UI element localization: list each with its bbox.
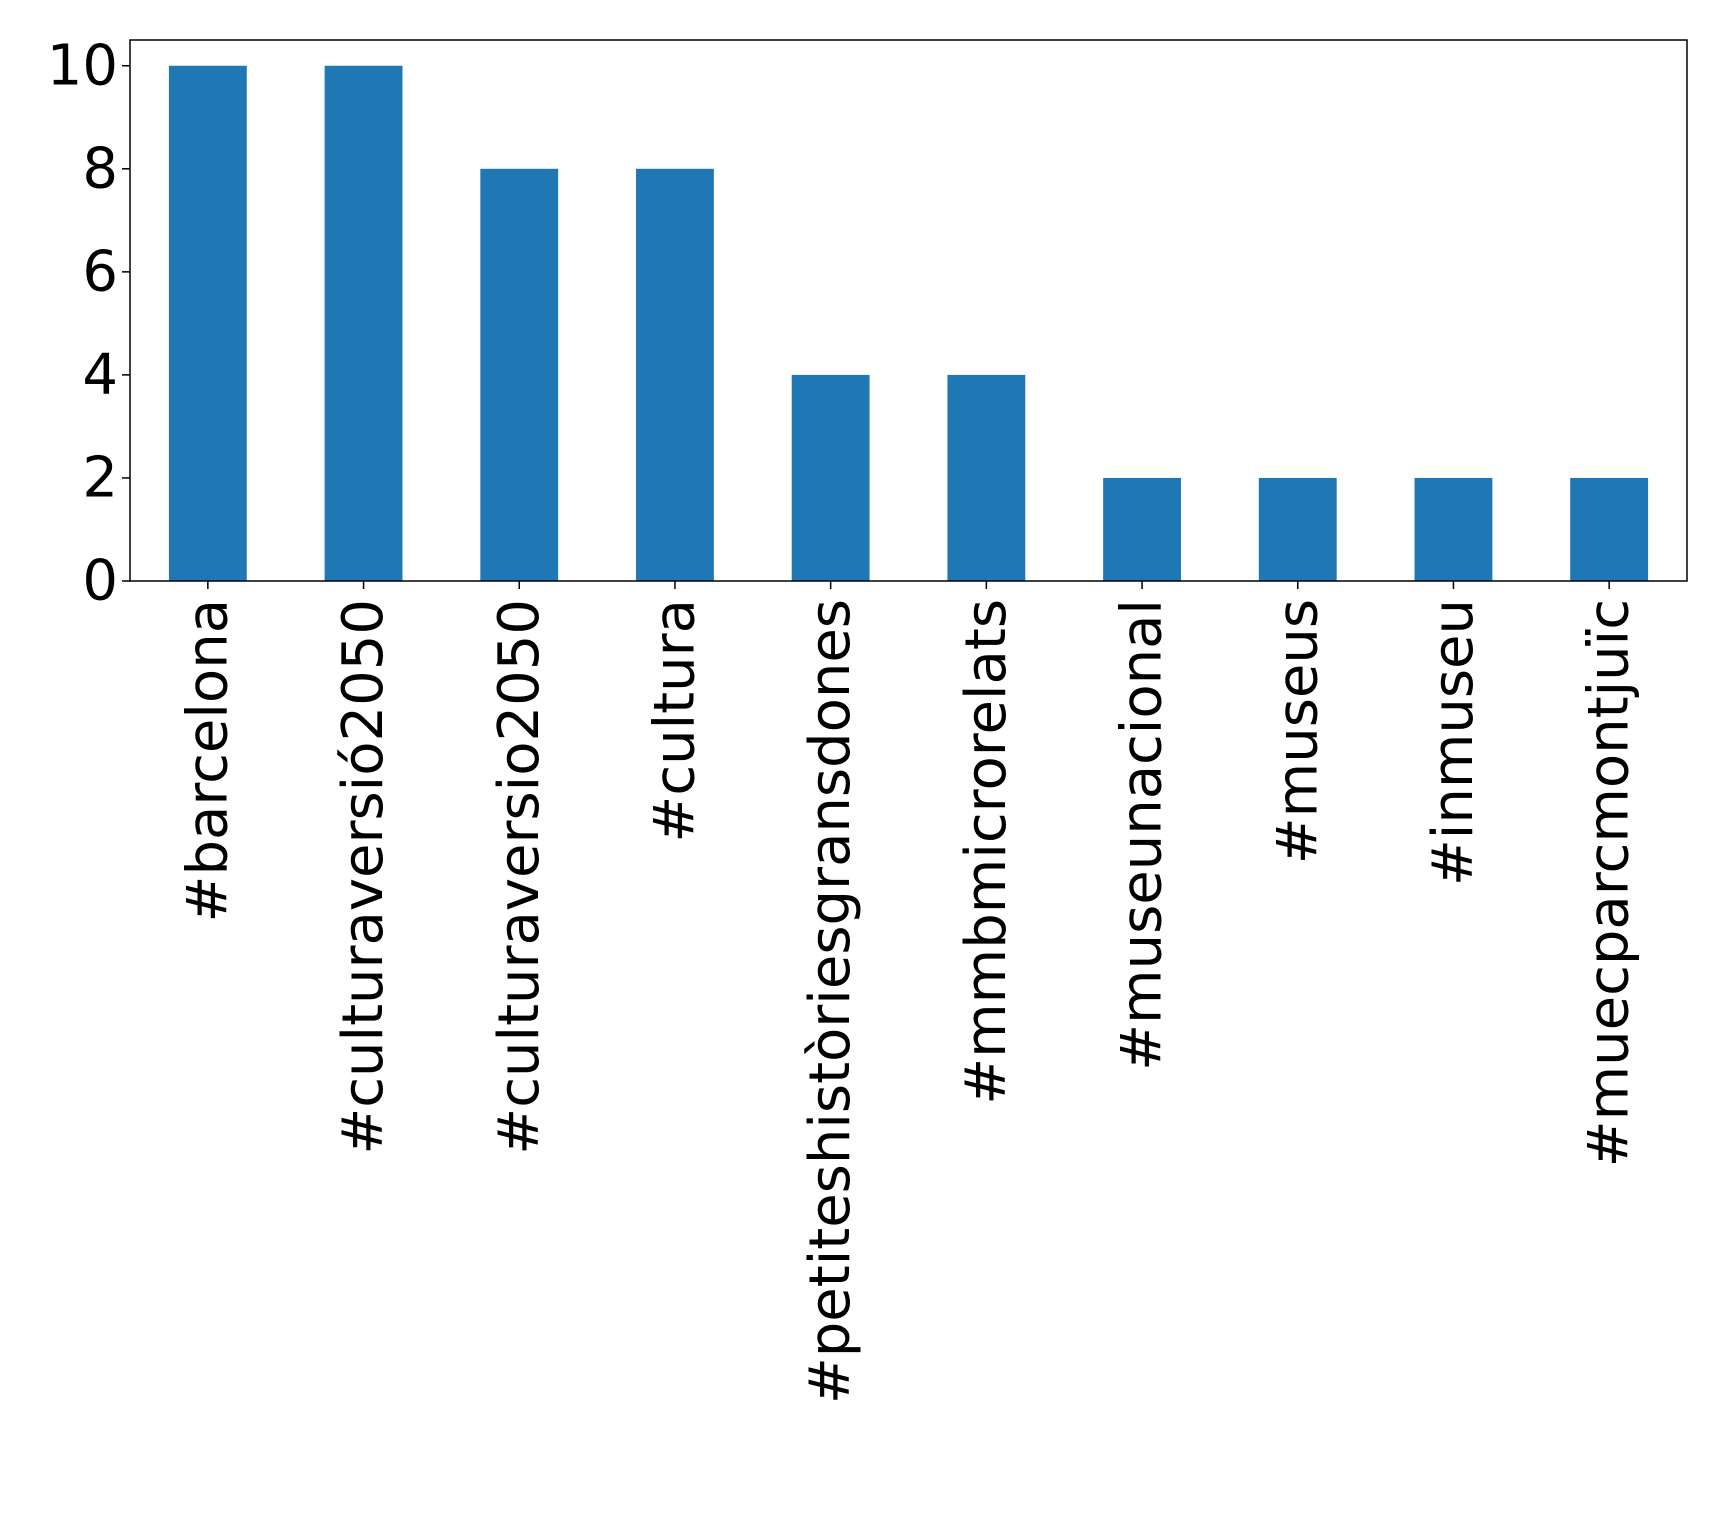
bar-10 <box>1570 477 1649 581</box>
y-tick-label-6: 10 <box>47 33 118 98</box>
bar-7 <box>1103 477 1181 581</box>
x-tick-label-4: #cultura <box>642 599 707 843</box>
bar-2 <box>324 65 403 581</box>
x-tick-label-6: #mmbmicrorelats <box>954 599 1019 1105</box>
x-tick-label-3: #culturaversio2050 <box>487 599 552 1155</box>
y-axis: 0 2 4 6 8 10 <box>47 33 130 614</box>
y-tick-label-5: 8 <box>82 136 118 201</box>
bar-9 <box>1414 477 1493 581</box>
x-axis: #barcelona #culturaversió2050 #culturavers… <box>175 581 1642 1404</box>
x-tick-label-1: #barcelona <box>175 599 240 922</box>
bar-1 <box>168 65 247 581</box>
bar-4 <box>636 168 714 582</box>
bar-5 <box>791 374 870 581</box>
y-tick-label-3: 4 <box>82 342 118 407</box>
bar-6 <box>947 374 1026 581</box>
bars-layer <box>168 65 1649 582</box>
x-tick-label-9: #inmuseu <box>1421 599 1486 886</box>
y-tick-label-4: 6 <box>82 239 118 304</box>
x-tick-label-2: #culturaversió2050 <box>331 599 396 1155</box>
x-tick-label-8: #museus <box>1265 599 1330 864</box>
y-tick-label-2: 2 <box>82 445 118 510</box>
x-tick-label-10: #muecparcmontjuïc <box>1577 599 1642 1167</box>
bar-3 <box>480 168 559 582</box>
x-tick-label-7: #museunacional <box>1110 599 1175 1071</box>
x-tick-label-5: #petiteshistòriesgransdones <box>798 599 863 1404</box>
bar-8 <box>1258 477 1337 581</box>
y-tick-label-1: 0 <box>82 549 118 614</box>
plot-frame <box>129 39 1688 582</box>
